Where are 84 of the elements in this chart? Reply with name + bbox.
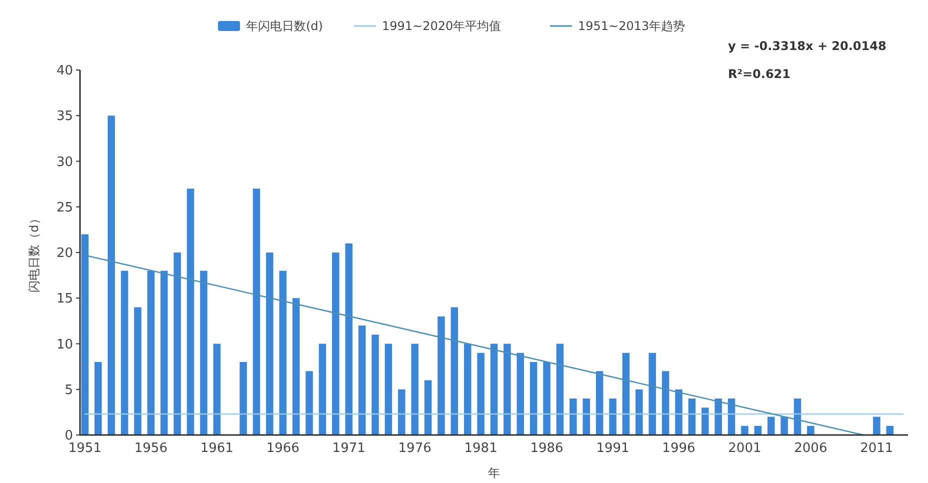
x-tick-label: 2006 [794,441,828,456]
y-axis-title: 闪电日数（d） [27,212,41,292]
bar [318,344,326,435]
y-tick-label: 15 [56,292,73,307]
bar [147,270,155,435]
bar [807,426,814,435]
bar [596,371,604,435]
x-tick-label: 1966 [266,441,300,456]
bar [424,380,432,435]
x-axis-title: 年 [488,466,500,480]
bar [134,307,142,435]
x-tick-label: 1996 [662,441,696,456]
bar [252,188,260,435]
bar [490,344,498,435]
y-tick-label: 20 [56,246,73,262]
bar [477,352,484,435]
bar [438,316,445,435]
x-tick-label: 2001 [728,441,762,456]
bar [556,344,564,435]
y-tick-label: 10 [56,337,73,352]
bar [398,389,406,435]
bar [174,252,181,435]
x-tick-label: 1976 [398,441,432,456]
bar [332,252,340,435]
bar [266,252,274,435]
bar [688,398,696,435]
x-tick-label: 1981 [464,441,498,456]
y-tick-label: 25 [56,200,73,216]
y-tick-label: 40 [56,64,73,79]
bar [306,371,313,435]
bar [464,344,472,435]
bar [609,398,616,435]
bar [279,270,287,435]
bar [780,416,788,435]
bar [648,352,656,435]
y-tick-label: 30 [56,154,73,170]
x-tick-label: 1971 [332,441,366,456]
x-tick-label: 1951 [68,441,102,456]
bar [675,389,682,435]
bar [767,416,775,435]
bar [358,326,366,435]
bar [504,344,511,435]
bar [582,398,590,435]
bar [186,188,194,435]
legend-label: 1951~2013年趋势 [578,19,686,33]
bar [345,243,352,435]
bar [570,398,577,435]
bar [622,352,630,435]
bar [741,426,748,435]
bar [450,307,458,435]
bar [636,389,643,435]
text: y = -0.3318x + 20.0148 [728,39,886,53]
bar [292,298,300,435]
x-tick-label: 1986 [530,441,564,456]
bar [411,344,418,435]
bar [516,352,524,435]
bar [372,334,379,435]
legend-label: 1991~2020年平均值 [382,19,502,33]
bar [108,116,115,435]
legend-label: 年闪电日数(d) [246,19,323,33]
y-tick-label: 0 [64,428,73,444]
bar [530,362,538,435]
x-tick-label: 2011 [860,441,894,456]
x-tick-label: 1961 [200,441,234,456]
bar [200,270,208,435]
bar [754,426,762,435]
y-tick-label: 5 [64,382,73,398]
annotation: R²=0.621 [728,67,791,81]
bar [701,408,709,435]
bar [120,270,128,435]
bar [543,362,550,435]
bar [240,362,247,435]
bar [662,371,670,435]
bar [873,416,880,435]
bar [384,344,392,435]
bar [213,344,221,435]
bar [886,426,894,435]
bar [94,362,102,435]
x-tick-label: 1956 [134,441,168,456]
bar [160,270,168,435]
y-tick-label: 35 [56,109,73,124]
x-tick-label: 1991 [596,441,630,456]
bar [714,398,722,435]
bar [81,234,89,435]
